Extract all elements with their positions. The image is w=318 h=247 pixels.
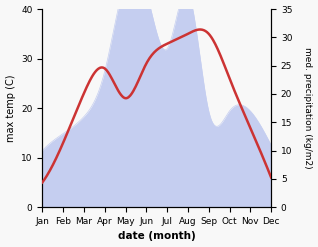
Y-axis label: med. precipitation (kg/m2): med. precipitation (kg/m2) (303, 47, 313, 169)
Y-axis label: max temp (C): max temp (C) (5, 74, 16, 142)
X-axis label: date (month): date (month) (118, 231, 196, 242)
